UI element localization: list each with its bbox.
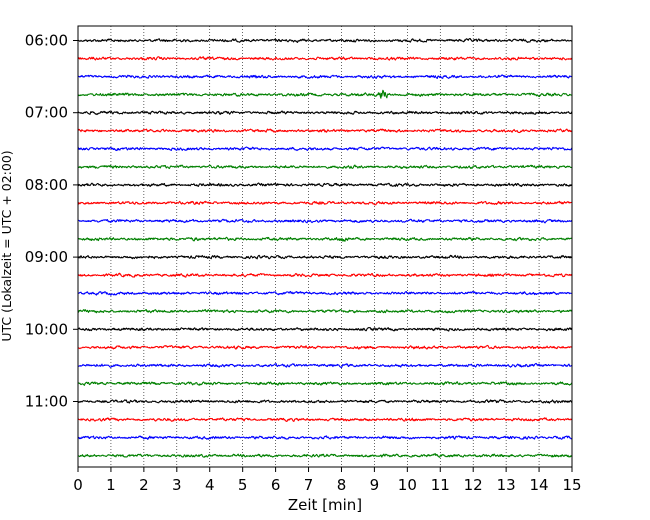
trace-11 xyxy=(77,236,573,242)
x-tick-label-14: 14 xyxy=(530,476,549,494)
x-tick-label-7: 7 xyxy=(304,476,314,494)
trace-20 xyxy=(77,399,573,404)
trace-16 xyxy=(77,326,573,332)
y-axis-ticks: 06:00 07:00 08:00 09:00 10:00 11:00 xyxy=(25,32,78,411)
y-tick-label-5: 11:00 xyxy=(25,393,68,411)
x-tick-label-2: 2 xyxy=(139,476,149,494)
trace-1 xyxy=(77,56,573,61)
plot-frame xyxy=(77,25,573,468)
x-tick-label-8: 8 xyxy=(337,476,347,494)
x-tick-label-13: 13 xyxy=(497,476,516,494)
x-tick-label-10: 10 xyxy=(398,476,417,494)
trace-7 xyxy=(77,164,573,170)
y-tick-label-0: 06:00 xyxy=(25,32,68,50)
trace-0 xyxy=(77,37,573,43)
trace-17 xyxy=(77,344,573,350)
x-tick-label-12: 12 xyxy=(464,476,483,494)
trace-22 xyxy=(77,435,573,440)
x-axis-ticks: 0 1 2 3 4 5 6 7 8 9 10 11 12 13 14 15 xyxy=(73,467,582,494)
x-tick-label-4: 4 xyxy=(205,476,215,494)
trace-4 xyxy=(77,110,573,116)
x-tick-label-0: 0 xyxy=(73,476,83,494)
x-tick-label-1: 1 xyxy=(106,476,116,494)
y-axis-label: UTC (Lokalzeit = UTC + 02:00) xyxy=(0,150,14,341)
x-tick-label-9: 9 xyxy=(370,476,380,494)
x-axis-label: Zeit [min] xyxy=(288,496,362,514)
y-tick-label-1: 07:00 xyxy=(25,104,68,122)
trace-5 xyxy=(77,128,573,134)
trace-21 xyxy=(77,417,573,422)
trace-2 xyxy=(77,74,573,80)
trace-12 xyxy=(77,254,573,260)
trace-10 xyxy=(77,218,573,224)
trace-14 xyxy=(77,290,573,296)
y-tick-label-3: 09:00 xyxy=(25,248,68,266)
trace-8 xyxy=(77,182,573,188)
trace-15 xyxy=(77,308,573,314)
trace-9 xyxy=(77,200,573,206)
x-tick-label-5: 5 xyxy=(238,476,248,494)
trace-23 xyxy=(77,453,573,458)
seismic-traces xyxy=(77,37,573,458)
y-tick-label-4: 10:00 xyxy=(25,320,68,338)
trace-3 xyxy=(77,89,573,99)
y-tick-label-2: 08:00 xyxy=(25,176,68,194)
x-tick-label-3: 3 xyxy=(172,476,182,494)
x-tick-label-11: 11 xyxy=(431,476,450,494)
x-tick-label-6: 6 xyxy=(271,476,281,494)
trace-6 xyxy=(77,146,573,152)
trace-19 xyxy=(77,381,573,386)
trace-18 xyxy=(77,362,573,369)
trace-13 xyxy=(77,272,573,278)
x-tick-label-15: 15 xyxy=(562,476,581,494)
